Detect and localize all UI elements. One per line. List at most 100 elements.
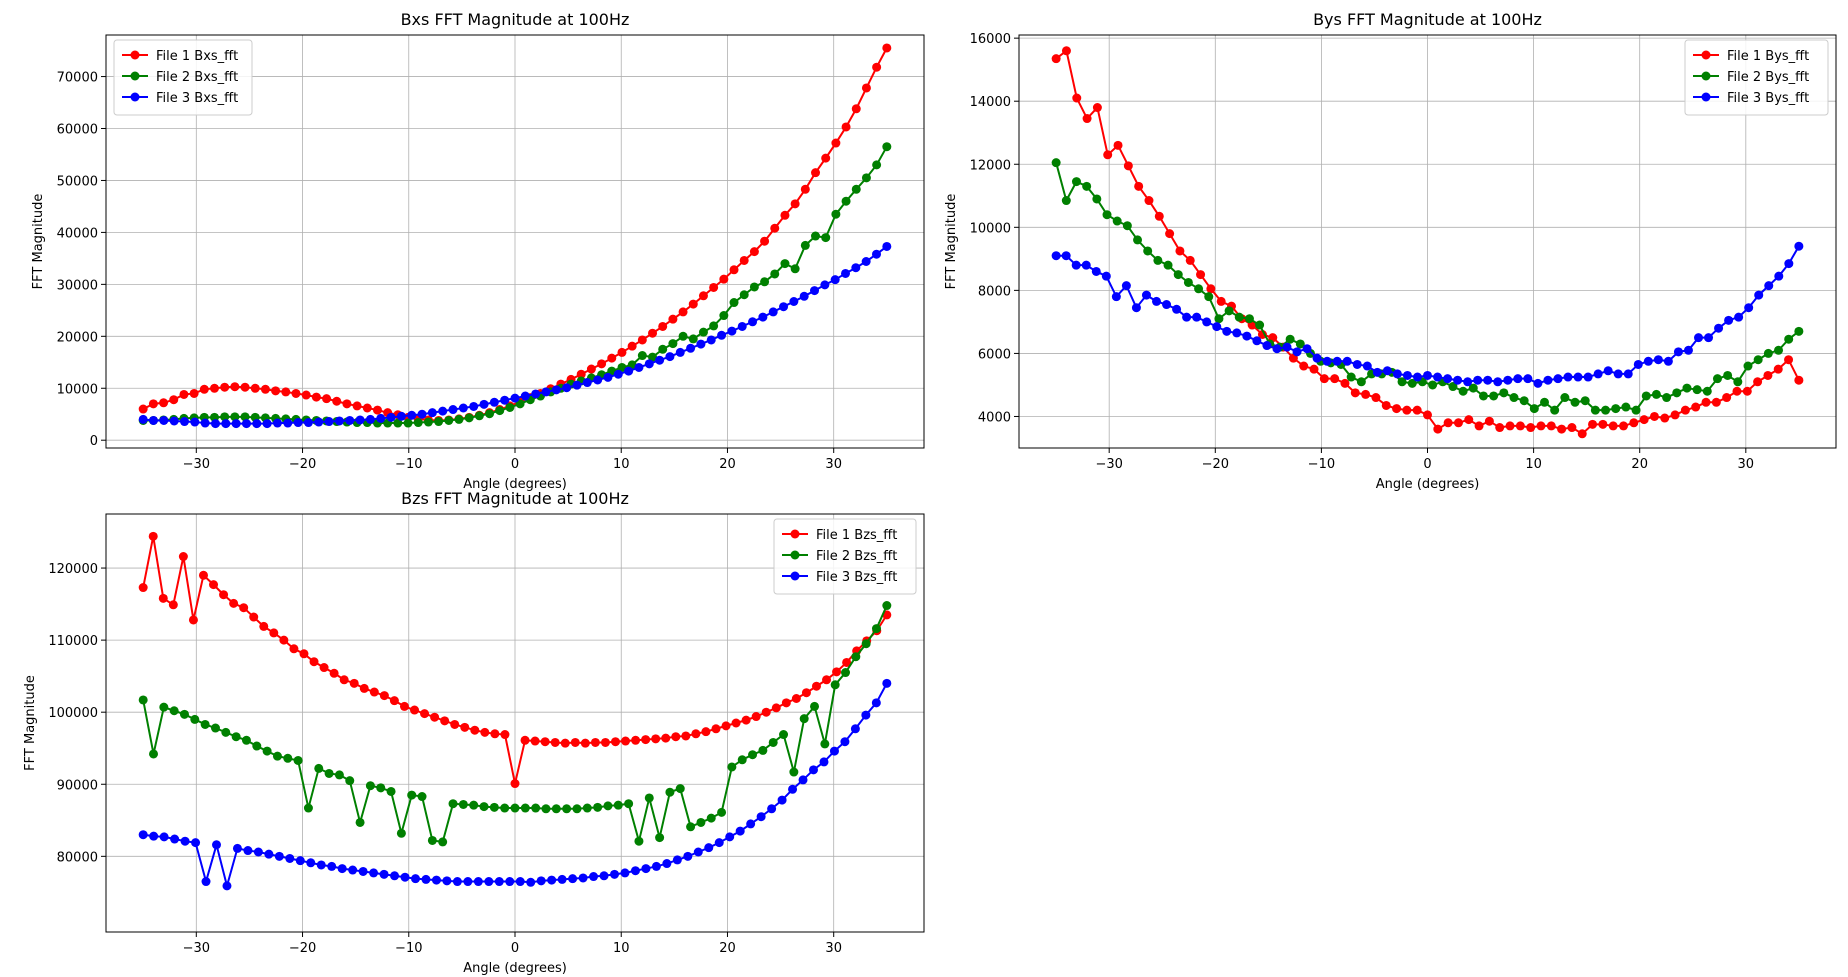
data-point [675,347,685,357]
y-tick-label: 120000 [48,562,98,577]
data-point [1332,356,1342,366]
data-point [1362,361,1372,371]
data-point [593,375,603,385]
data-point [731,718,741,728]
data-point [369,868,379,878]
data-point [1319,374,1329,384]
data-point [252,741,262,751]
data-point [811,168,821,178]
data-point [1583,372,1593,382]
data-point [781,698,791,708]
data-point [701,727,711,737]
data-point [1302,344,1312,354]
data-point [293,418,303,428]
data-point [777,795,787,805]
data-point [1550,405,1560,415]
data-point [170,834,180,844]
data-point [675,784,685,794]
data-point [678,331,688,341]
data-point [1453,418,1463,428]
data-point [454,414,464,424]
data-point [1234,312,1244,322]
data-point [531,803,541,813]
data-point [851,184,861,194]
data-point [586,364,596,374]
data-point [1072,93,1082,103]
data-point [1519,396,1529,406]
data-point [180,836,190,846]
data-point [1071,260,1081,270]
x-tick-label: −30 [183,941,210,956]
data-point [1372,367,1382,377]
data-point [562,804,572,814]
data-point [760,277,770,287]
y-tick-label: 10000 [970,221,1011,236]
data-point [464,413,474,423]
data-point [1543,375,1553,385]
data-point [253,847,263,857]
legend-label: File 1 Bzs_fft [816,528,897,543]
data-point [138,583,148,593]
data-point [393,418,403,428]
data-point [484,877,494,887]
data-point [440,716,450,726]
data-point [159,702,169,712]
y-tick-label: 4000 [978,410,1011,425]
data-point [1299,361,1309,371]
data-point [1672,388,1682,398]
data-point [495,406,505,416]
x-tick-label: 10 [1525,457,1542,472]
data-point [779,302,789,312]
data-point [334,416,344,426]
data-point [748,750,758,760]
data-point [1643,356,1653,366]
data-point [1733,377,1743,387]
data-point [505,877,515,887]
data-point [209,580,219,590]
data-point [158,593,168,603]
data-point [570,737,580,747]
legend: File 1 Bys_fft File 2 Bys_fft File 3 Bys_f… [1684,39,1829,116]
data-point [1754,290,1764,300]
data-point [252,419,262,429]
data-point [551,385,561,395]
data-point [1734,312,1744,322]
data-point [386,786,396,796]
series-1 [1051,46,1804,439]
data-point [1560,393,1570,403]
data-point [376,413,386,423]
data-point [1712,374,1722,384]
data-point [1641,391,1651,401]
data-point [590,737,600,747]
data-point [1143,246,1153,256]
series-2 [1051,158,1804,415]
data-point [1633,359,1643,369]
x-tick-label: 30 [825,941,842,956]
data-point [811,231,821,241]
x-tick-label: −10 [395,457,422,472]
data-point [603,801,613,811]
data-point [427,408,437,418]
data-point [861,639,871,649]
data-point [1342,356,1352,366]
data-point [138,695,148,705]
data-point [1272,344,1282,354]
data-point [1433,372,1443,382]
data-point [756,812,766,822]
data-point [1206,284,1216,294]
data-point [365,781,375,791]
data-point [149,415,159,425]
data-point [243,846,253,856]
data-point [719,311,729,321]
data-point [1724,315,1734,325]
data-point [1402,370,1412,380]
data-point [842,657,852,667]
data-point [303,803,313,813]
data-point [861,173,871,183]
data-point [376,783,386,793]
data-point [1216,296,1226,306]
data-point [1242,331,1252,341]
data-point [1743,361,1753,371]
data-point [613,800,623,810]
x-tick-label: 20 [719,941,736,956]
